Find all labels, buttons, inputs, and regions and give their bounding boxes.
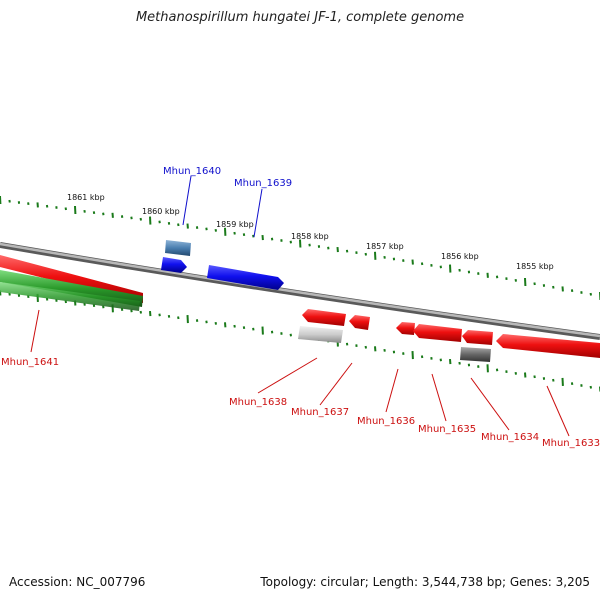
gene-mhun-1640[interactable] bbox=[161, 257, 187, 273]
gene-mhun-1633[interactable] bbox=[496, 334, 600, 358]
label-mhun-1637[interactable]: Mhun_1637 bbox=[291, 407, 349, 418]
gene-mhun-1640-pseudo[interactable] bbox=[165, 240, 191, 256]
scale-label-1860: 1860 kbp bbox=[142, 207, 180, 216]
inner-scale-ticks bbox=[0, 290, 600, 392]
gene-mhun-1638-pseudo[interactable] bbox=[298, 326, 343, 343]
outer-scale-ticks bbox=[0, 195, 600, 301]
gene-mhun-1634-pseudo[interactable] bbox=[460, 347, 491, 362]
genome-backbone bbox=[0, 242, 600, 340]
label-mhun-1640[interactable]: Mhun_1640 bbox=[163, 166, 221, 177]
gene-mhun-1635[interactable] bbox=[413, 324, 462, 342]
scale-label-1856: 1856 kbp bbox=[441, 252, 479, 261]
genome-summary-text: Topology: circular; Length: 3,544,738 bp… bbox=[260, 575, 590, 589]
scale-label-1855: 1855 kbp bbox=[516, 262, 554, 271]
scale-label-1858: 1858 kbp bbox=[291, 232, 329, 241]
label-mhun-1638[interactable]: Mhun_1638 bbox=[229, 397, 287, 408]
leader-lines bbox=[30, 175, 570, 437]
label-mhun-1641[interactable]: Mhun_1641 bbox=[1, 357, 59, 368]
label-mhun-1635[interactable]: Mhun_1635 bbox=[418, 424, 476, 435]
label-mhun-1639[interactable]: Mhun_1639 bbox=[234, 178, 292, 189]
accession-text: Accession: NC_007796 bbox=[9, 575, 146, 589]
scale-label-1857: 1857 kbp bbox=[366, 242, 404, 251]
gene-mhun-1639[interactable] bbox=[207, 265, 284, 290]
label-mhun-1633[interactable]: Mhun_1633 bbox=[542, 438, 600, 449]
rna-feature-bottom[interactable] bbox=[0, 282, 140, 311]
gene-mhun-1638[interactable] bbox=[302, 309, 346, 326]
genome-title: Methanospirillum hungatei JF-1, complete… bbox=[135, 10, 465, 25]
scale-label-1859: 1859 kbp bbox=[216, 220, 254, 229]
gene-mhun-1636[interactable] bbox=[396, 322, 415, 335]
gene-mhun-1637[interactable] bbox=[349, 315, 370, 330]
label-mhun-1636[interactable]: Mhun_1636 bbox=[357, 416, 415, 427]
scale-labels: 1861 kbp 1860 kbp 1859 kbp 1858 kbp 1857… bbox=[67, 193, 554, 271]
gene-mhun-1634[interactable] bbox=[462, 330, 493, 345]
label-mhun-1634[interactable]: Mhun_1634 bbox=[481, 432, 539, 443]
scale-label-1861: 1861 kbp bbox=[67, 193, 105, 202]
